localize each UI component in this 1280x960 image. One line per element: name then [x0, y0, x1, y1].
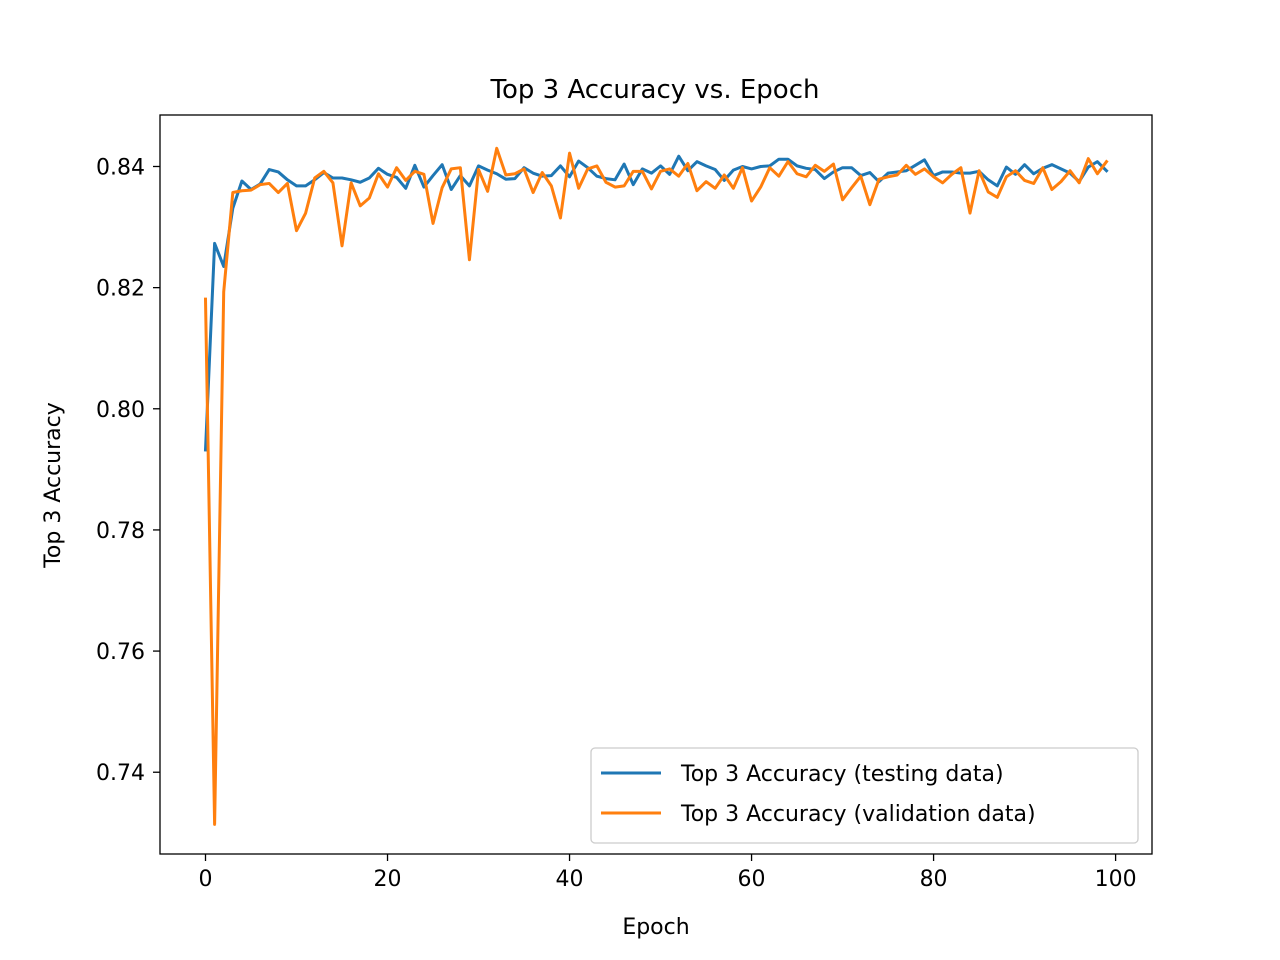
x-axis-ticks: 0 20 40 60 80 100 [199, 854, 1137, 892]
y-tick-label: 0.84 [96, 155, 145, 180]
y-tick-label: 0.82 [96, 277, 145, 302]
y-tick-label: 0.74 [96, 761, 145, 786]
x-tick-label: 100 [1095, 867, 1137, 892]
plot-area-frame [159, 114, 1153, 855]
y-axis-ticks: 0.74 0.76 0.78 0.80 0.82 0.84 [96, 155, 160, 786]
y-tick-label: 0.78 [96, 519, 145, 544]
legend-label-validation: Top 3 Accuracy (validation data) [680, 802, 1036, 827]
x-tick-label: 60 [738, 867, 766, 892]
x-axis-label: Epoch [622, 915, 689, 940]
y-tick-label: 0.76 [96, 640, 145, 665]
chart-title: Top 3 Accuracy vs. Epoch [490, 75, 820, 105]
x-tick-label: 40 [556, 867, 584, 892]
y-axis-label: Top 3 Accuracy [41, 402, 66, 569]
series-line-validation [203, 146, 1109, 826]
x-tick-label: 20 [374, 867, 402, 892]
x-tick-label: 0 [199, 867, 213, 892]
plot-lines [203, 146, 1109, 826]
legend-label-testing: Top 3 Accuracy (testing data) [680, 762, 1004, 787]
legend: Top 3 Accuracy (testing data) Top 3 Accu… [590, 747, 1139, 844]
y-tick-label: 0.80 [96, 398, 145, 423]
x-tick-label: 80 [920, 867, 948, 892]
legend-box [590, 747, 1139, 844]
